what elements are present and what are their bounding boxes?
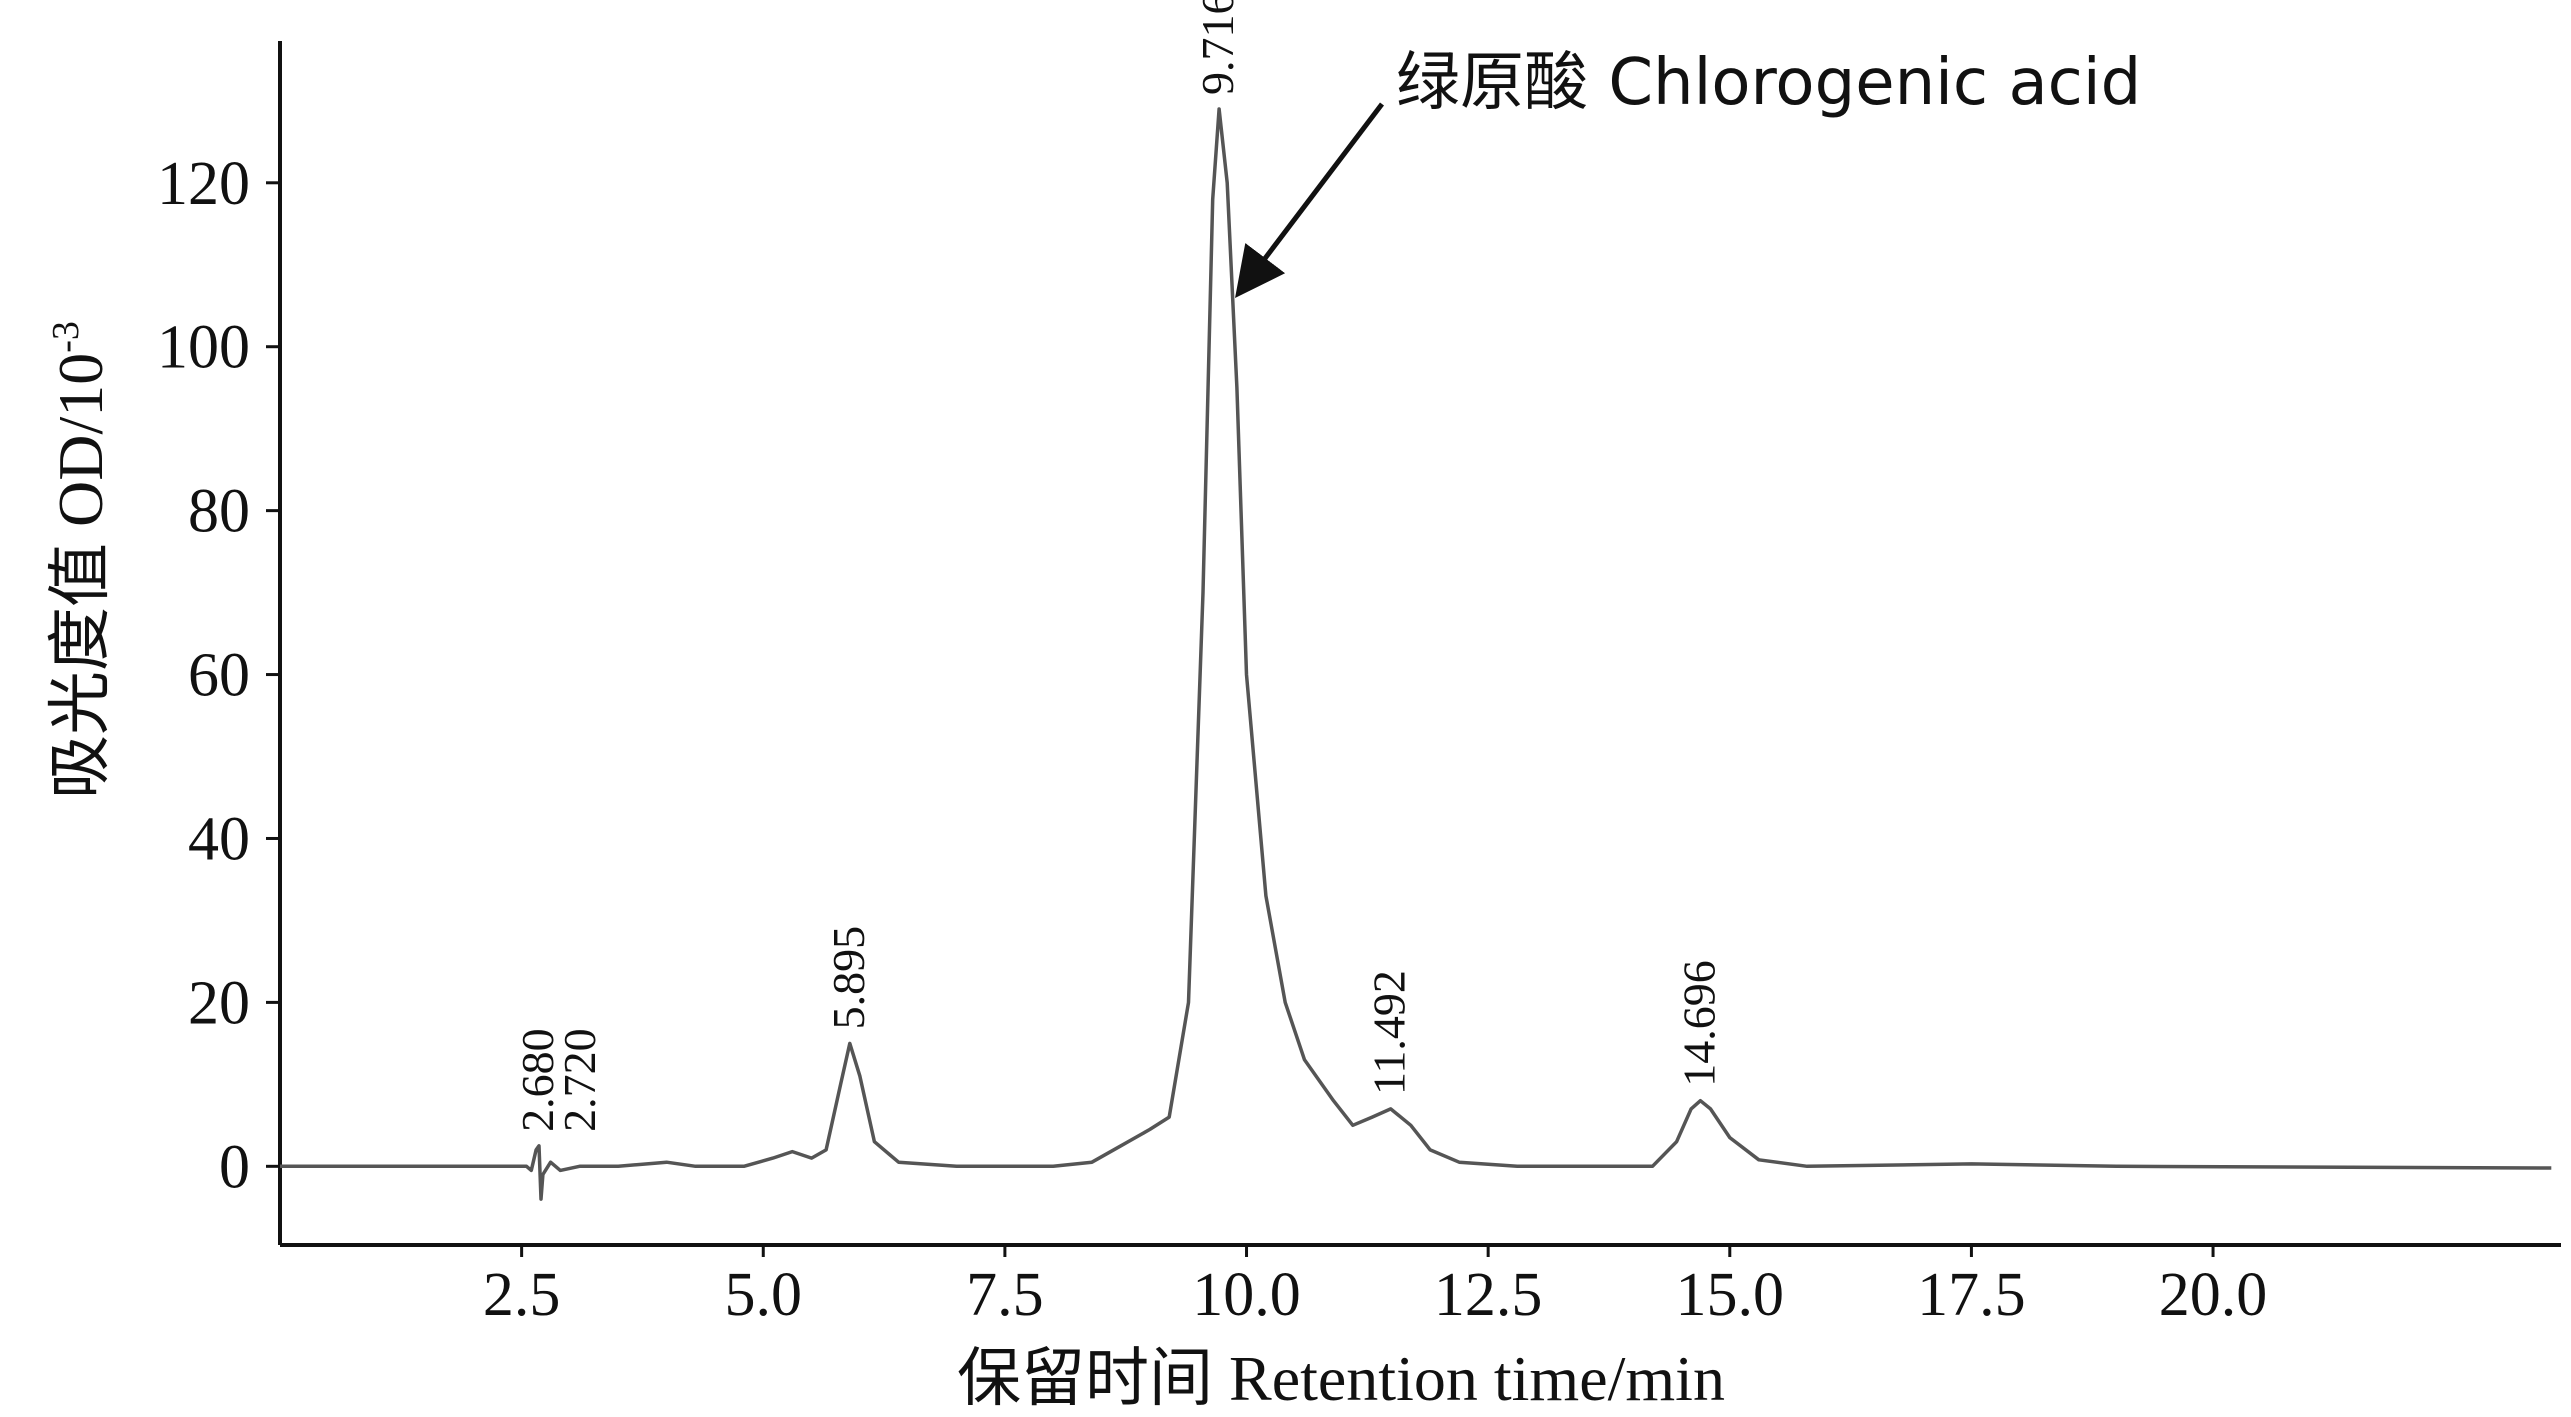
y-axis-title-superscript: -3	[45, 321, 87, 353]
annotation-arrow	[1235, 102, 1384, 298]
x-tick-label: 20.0	[2159, 1261, 2268, 1329]
y-tick-label: 100	[157, 314, 250, 382]
y-axis-title: 吸光度值 OD/10-3	[45, 321, 116, 799]
x-tick-label: 2.5	[483, 1261, 561, 1329]
peak-label: 2.680	[512, 1028, 563, 1132]
x-tick-label: 12.5	[1434, 1261, 1543, 1329]
x-tick-label: 5.0	[725, 1261, 803, 1329]
peak-label: 14.696	[1673, 960, 1724, 1087]
annotation: 绿原酸 Chlorogenic acid	[1396, 46, 2141, 120]
y-tick-label: 120	[157, 150, 250, 218]
y-tick-label: 0	[219, 1133, 250, 1201]
x-tick-label: 15.0	[1676, 1261, 1785, 1329]
y-tick-label: 80	[188, 478, 250, 546]
peak-label: 11.492	[1364, 970, 1415, 1095]
x-axis-title: 保留时间 Retention time/min	[957, 1343, 1725, 1414]
x-tick-label: 7.5	[966, 1261, 1044, 1329]
peak-label: 9.716	[1192, 0, 1243, 95]
y-tick-label: 40	[188, 805, 250, 873]
x-tick-label: 10.0	[1192, 1261, 1301, 1329]
peak-label: 2.720	[554, 1028, 605, 1132]
y-axis-title-text: 吸光度值 OD/10	[45, 353, 116, 799]
trace	[280, 107, 2552, 1201]
y-tick-label: 60	[188, 642, 250, 710]
y-tick-label: 20	[188, 969, 250, 1037]
peak-label: 5.895	[823, 926, 874, 1030]
x-tick-label: 17.5	[1917, 1261, 2026, 1329]
